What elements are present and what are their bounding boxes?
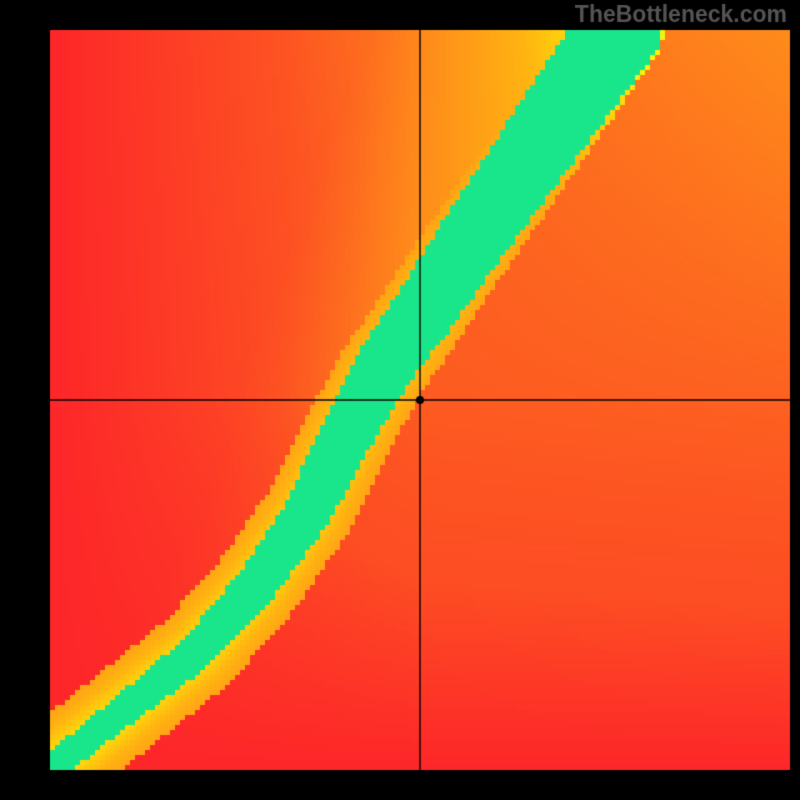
bottleneck-heatmap: [0, 0, 800, 800]
